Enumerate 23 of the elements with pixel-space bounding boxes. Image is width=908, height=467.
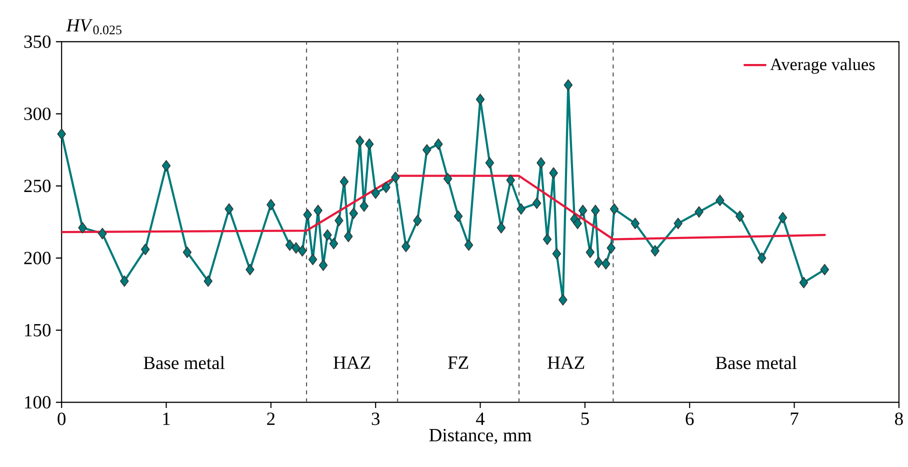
legend-label: Average values xyxy=(770,58,875,74)
annotation: HAZ xyxy=(334,356,370,369)
y-axis-title: HV$_{0.025}$ xyxy=(66,19,122,34)
y-tick-label: 100 xyxy=(25,396,51,409)
x-tick-label: 8 xyxy=(895,412,903,426)
x-tick-label: 4 xyxy=(476,412,485,425)
x-tick-label: 2 xyxy=(267,412,275,425)
x-tick-label: 7 xyxy=(790,412,798,425)
y-tick-label: 350 xyxy=(24,36,51,48)
annotation: Base metal xyxy=(144,356,225,370)
annotation: FZ xyxy=(448,356,468,369)
x-tick-label: 6 xyxy=(686,412,694,426)
y-tick-label: 200 xyxy=(24,252,51,264)
y-tick-label: 300 xyxy=(24,108,51,120)
x-axis-title: Distance, mm xyxy=(429,428,532,444)
x-tick-label: 5 xyxy=(581,412,589,426)
annotation: HAZ xyxy=(548,356,584,369)
annotation: Base metal xyxy=(716,356,797,370)
x-tick-label: 1 xyxy=(163,412,170,425)
x-tick-label: 0 xyxy=(58,412,66,426)
x-tick-label: 3 xyxy=(372,412,380,426)
y-tick-label: 150 xyxy=(25,324,51,336)
y-tick-label: 250 xyxy=(24,180,51,192)
